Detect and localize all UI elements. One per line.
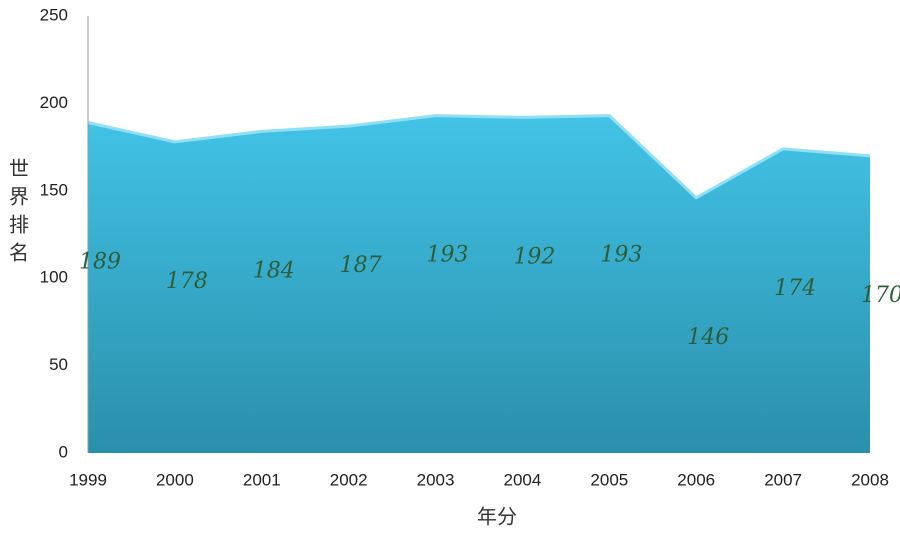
data-label: 174 — [774, 276, 816, 301]
data-label: 193 — [600, 243, 642, 268]
data-label: 170 — [861, 283, 900, 308]
data-label: 146 — [687, 325, 729, 350]
data-label: 192 — [513, 244, 555, 269]
y-tick-label: 100 — [40, 268, 68, 287]
x-tick-label: 2003 — [417, 470, 455, 489]
data-label: 193 — [427, 243, 469, 268]
y-tick-label: 250 — [40, 5, 68, 24]
y-tick-label: 50 — [49, 355, 68, 374]
x-axis-label: 年分 — [477, 505, 517, 529]
area — [88, 115, 870, 454]
x-tick-label: 2006 — [677, 470, 715, 489]
x-tick-label: 2007 — [764, 470, 802, 489]
x-tick-label: 2002 — [330, 470, 368, 489]
x-tick-label: 2000 — [156, 470, 194, 489]
y-axis-label: 世界排名 — [6, 158, 30, 270]
x-tick-label: 2004 — [504, 470, 542, 489]
y-tick-label: 0 — [59, 442, 68, 461]
y-tick-label: 150 — [40, 180, 68, 199]
x-tick-label: 1999 — [69, 470, 107, 489]
data-label: 187 — [340, 253, 382, 278]
y-tick-label: 200 — [40, 93, 68, 112]
data-label: 184 — [253, 258, 295, 283]
data-label: 189 — [79, 250, 121, 275]
x-tick-label: 2008 — [851, 470, 889, 489]
x-tick-label: 2001 — [243, 470, 281, 489]
x-tick-label: 2005 — [590, 470, 628, 489]
data-label: 178 — [166, 269, 208, 294]
area-edge — [87, 114, 871, 200]
